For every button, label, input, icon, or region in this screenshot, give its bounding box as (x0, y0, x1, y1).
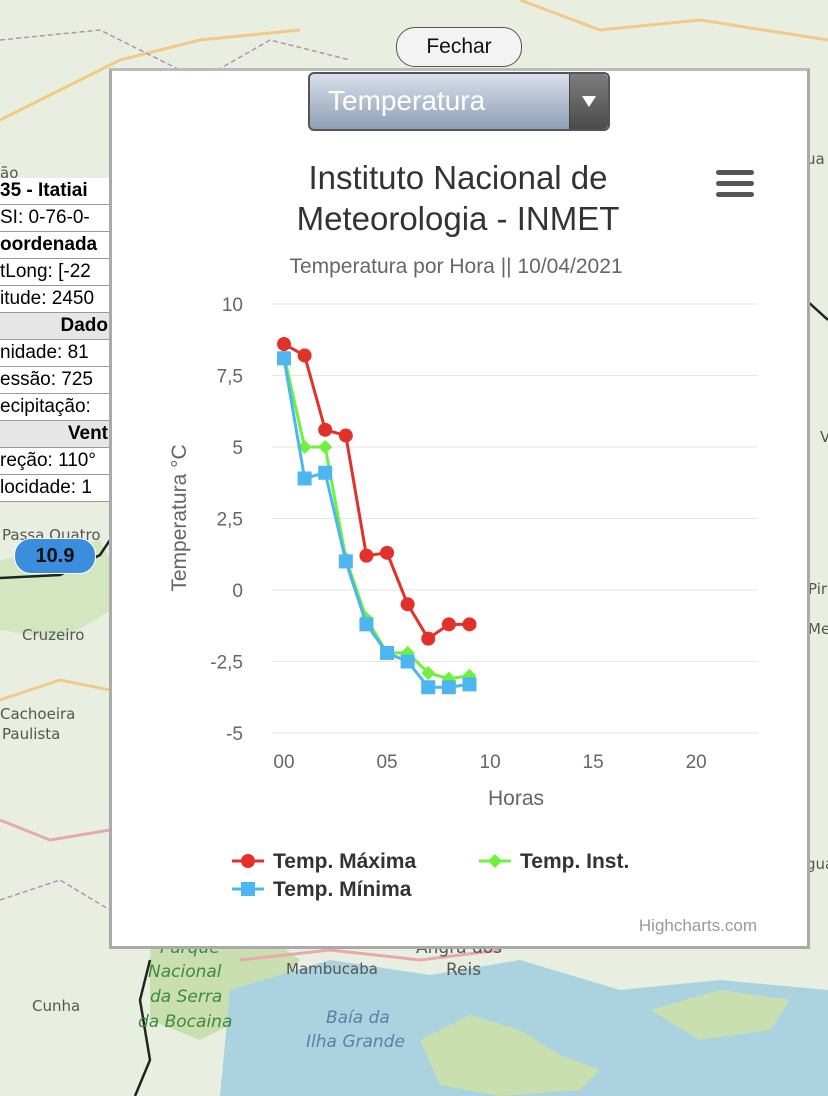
water-bay (220, 960, 828, 1096)
precipitation: ecipitação: (0, 394, 110, 421)
map-label-cunha: Cunha (32, 997, 81, 1015)
map-label-da-serra: da Serra (150, 987, 223, 1007)
map-label-baia-da: Baía da (326, 1008, 390, 1028)
map-label-partial: gua (806, 855, 828, 873)
state-border (133, 959, 152, 1096)
chevron-down-icon[interactable] (569, 74, 608, 129)
map-label-partial: Me (808, 620, 828, 638)
map-label-nacional: Nacional (148, 962, 222, 982)
map-label-partial: ão (0, 164, 19, 182)
map-label-cachoeira: Cachoeira (0, 705, 76, 723)
coordinates-header: oordenada (0, 232, 110, 259)
humidity: nidade: 81 (0, 340, 110, 367)
wind-speed: locidade: 1 (0, 475, 110, 502)
chart-menu-icon[interactable] (716, 170, 754, 200)
variable-select-value: Temperatura (328, 85, 486, 116)
map-label-mambucaba: Mambucaba (286, 960, 378, 978)
map-label-partial: ua (806, 150, 825, 168)
map-label-reis: Reis (446, 960, 482, 980)
station-omm-code: SI: 0-76-0- (0, 205, 110, 232)
map-label-paulista: Paulista (2, 725, 61, 743)
altitude: itude: 2450 (0, 286, 110, 313)
wind-direction: reção: 110° (0, 448, 110, 475)
data-header: Dado (0, 313, 110, 340)
island (650, 990, 790, 1040)
map-label-da-bocaina: da Bocaina (138, 1012, 233, 1032)
lat-long: tLong: [-22 (0, 259, 110, 286)
station-name: 35 - Itatiai (0, 178, 110, 205)
close-button[interactable]: Fechar (396, 27, 522, 67)
station-info-panel: 35 - Itatiai SI: 0-76-0- oordenada tLong… (0, 178, 110, 502)
temperature-marker[interactable]: 10.9 (14, 538, 96, 574)
map-label-ilha-grande: Ilha Grande (306, 1032, 405, 1052)
chart-popup (109, 68, 810, 949)
road (519, 0, 828, 42)
variable-select[interactable]: Temperatura (308, 72, 610, 131)
road (239, 948, 501, 962)
road (0, 28, 301, 122)
map-label-partial: V (820, 428, 828, 446)
wind-header: Vent (0, 421, 110, 448)
island (420, 1015, 600, 1096)
road (0, 818, 111, 842)
map-label-cruzeiro: Cruzeiro (22, 626, 85, 644)
pressure: essão: 725 (0, 367, 110, 394)
road (0, 678, 111, 702)
map-label-partial: Pira (808, 580, 828, 598)
